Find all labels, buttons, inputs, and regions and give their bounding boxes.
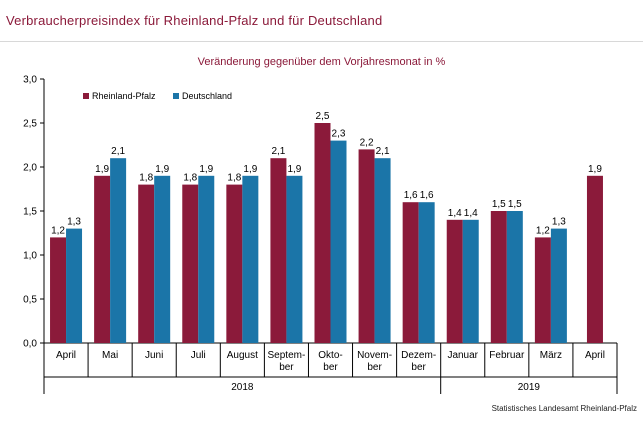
y-tick-label: 0,5 — [23, 295, 37, 306]
data-label-de: 1,9 — [199, 164, 213, 175]
category-label: April — [56, 350, 76, 361]
bar-de — [110, 158, 127, 343]
category-label: ber — [411, 362, 426, 373]
bar-rlp — [586, 175, 603, 343]
data-label-rlp: 1,6 — [404, 190, 418, 201]
bar-de — [286, 175, 303, 343]
data-label-de: 2,3 — [332, 129, 346, 140]
bar-rlp — [534, 237, 551, 343]
legend-swatch-rlp — [83, 93, 89, 99]
category-label: Januar — [447, 350, 478, 361]
data-label-rlp: 1,8 — [183, 173, 197, 184]
bar-rlp — [402, 202, 419, 343]
y-tick-label: 3,0 — [23, 75, 37, 86]
data-label-de: 1,4 — [464, 208, 478, 219]
bar-rlp — [226, 184, 243, 343]
data-label-de: 1,6 — [420, 190, 434, 201]
legend-label-rlp: Rheinland-Pfalz — [92, 91, 156, 101]
data-label-de: 1,5 — [508, 199, 522, 210]
bar-de — [506, 211, 523, 343]
data-label-rlp: 2,1 — [271, 146, 285, 157]
y-tick-label: 1,5 — [23, 207, 37, 218]
bar-de — [418, 202, 435, 343]
category-label: ber — [323, 362, 338, 373]
bar-de — [462, 219, 479, 343]
category-label: Okto- — [318, 350, 342, 361]
data-label-rlp: 1,9 — [588, 164, 602, 175]
category-label: April — [585, 350, 605, 361]
y-tick-label: 0,0 — [23, 339, 37, 350]
bar-de — [550, 228, 567, 343]
data-label-de: 1,3 — [67, 217, 81, 228]
data-label-rlp: 1,5 — [492, 199, 506, 210]
bar-rlp — [138, 184, 155, 343]
legend-label-de: Deutschland — [182, 91, 232, 101]
legend-swatch-de — [173, 93, 179, 99]
bar-de — [66, 228, 83, 343]
data-label-rlp: 1,8 — [139, 173, 153, 184]
bar-rlp — [94, 175, 111, 343]
bar-de — [374, 158, 391, 343]
data-label-de: 1,9 — [155, 164, 169, 175]
data-label-de: 2,1 — [111, 146, 125, 157]
data-label-de: 1,9 — [287, 164, 301, 175]
y-tick-label: 1,0 — [23, 251, 37, 262]
bar-rlp — [490, 211, 507, 343]
data-label-rlp: 1,4 — [448, 208, 462, 219]
category-label: Novem- — [357, 350, 392, 361]
bar-de — [330, 140, 347, 343]
category-label: Dezem- — [401, 350, 436, 361]
category-label: Februar — [489, 350, 525, 361]
title-bar: Verbraucherpreisindex für Rheinland-Pfal… — [0, 0, 643, 42]
data-label-rlp: 2,5 — [316, 111, 330, 122]
category-label: Juli — [191, 350, 206, 361]
category-label: Septem- — [268, 350, 306, 361]
source-note: Statistisches Landesamt Rheinland-Pfalz — [491, 404, 637, 413]
y-tick-label: 2,5 — [23, 119, 37, 130]
data-label-de: 2,1 — [376, 146, 390, 157]
data-label-de: 1,3 — [552, 217, 566, 228]
bar-rlp — [270, 158, 287, 343]
bar-rlp — [446, 219, 463, 343]
category-label: Mai — [102, 350, 118, 361]
bar-de — [154, 175, 171, 343]
data-label-rlp: 1,8 — [227, 173, 241, 184]
category-label: ber — [367, 362, 382, 373]
category-label: Juni — [145, 350, 163, 361]
year-label: 2019 — [518, 382, 541, 393]
bar-de — [198, 175, 215, 343]
category-label: ber — [279, 362, 294, 373]
data-label-de: 1,9 — [243, 164, 257, 175]
bar-rlp — [358, 149, 375, 343]
y-tick-label: 2,0 — [23, 163, 37, 174]
category-label: August — [227, 350, 258, 361]
data-label-rlp: 1,9 — [95, 164, 109, 175]
data-label-rlp: 2,2 — [360, 137, 374, 148]
bar-rlp — [314, 123, 331, 343]
data-label-rlp: 1,2 — [51, 225, 65, 236]
title-divider — [0, 41, 643, 42]
chart-subtitle: Veränderung gegenüber dem Vorjahresmonat… — [197, 56, 446, 68]
bar-rlp — [50, 237, 67, 343]
category-label: März — [540, 350, 562, 361]
year-label: 2018 — [231, 382, 254, 393]
data-label-rlp: 1,2 — [536, 225, 550, 236]
bar-rlp — [182, 184, 199, 343]
page-title: Verbraucherpreisindex für Rheinland-Pfal… — [6, 13, 383, 28]
bar-de — [242, 175, 259, 343]
